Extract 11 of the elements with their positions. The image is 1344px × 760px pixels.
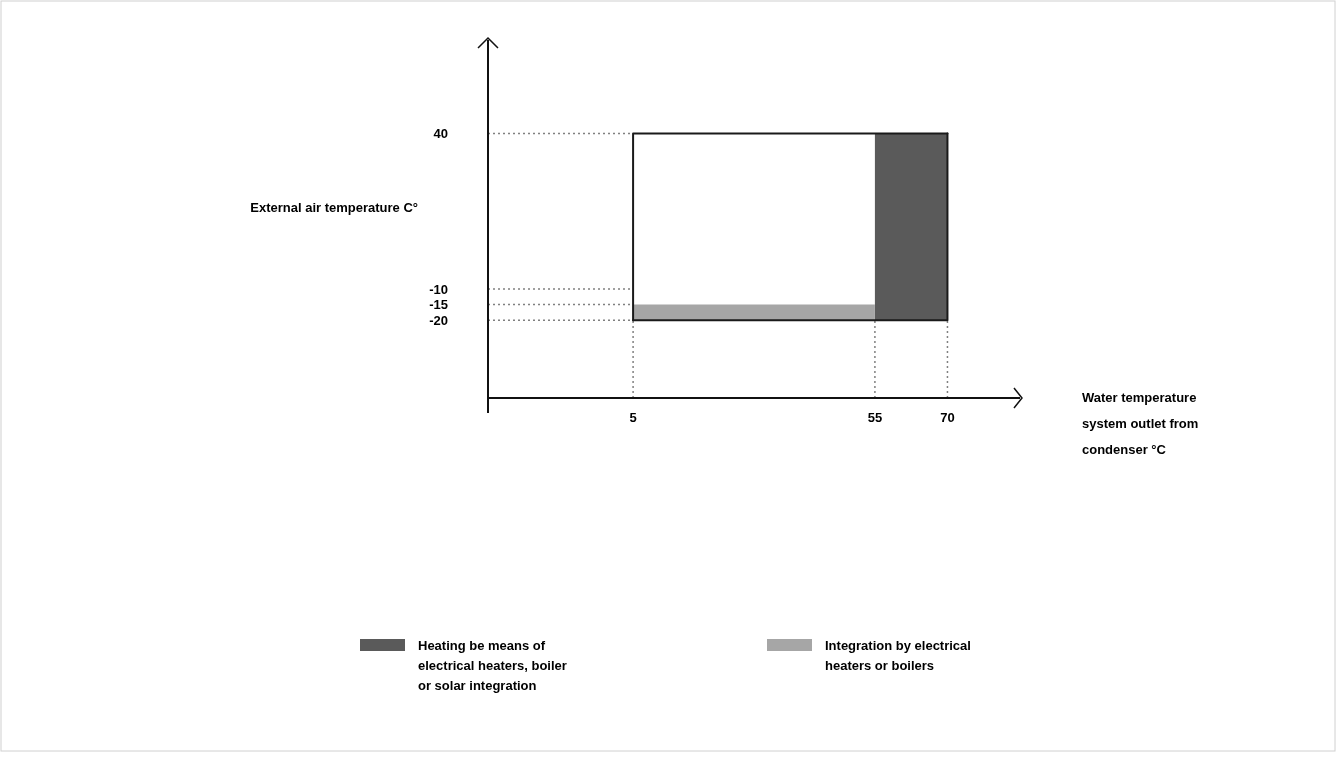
x-axis-title: Water temperature system outlet from condenser °C bbox=[1082, 390, 1202, 457]
y-tick-label: -10 bbox=[429, 281, 448, 297]
x-tick-label: 5 bbox=[629, 410, 637, 425]
x-tick-label: 55 bbox=[867, 410, 883, 425]
x-tick-label: 70 bbox=[940, 410, 955, 425]
y-tick-label: -20 bbox=[429, 312, 448, 328]
legend-label: Heating be means of electrical heaters, boiler or solar integration bbox=[418, 637, 567, 693]
y-tick-label: -15 bbox=[429, 297, 448, 313]
y-tick-label: 40 bbox=[433, 125, 448, 141]
legend-label: Integration by electrical heaters or boilers bbox=[825, 637, 971, 673]
y-axis-title: External air temperature C° bbox=[250, 200, 418, 215]
